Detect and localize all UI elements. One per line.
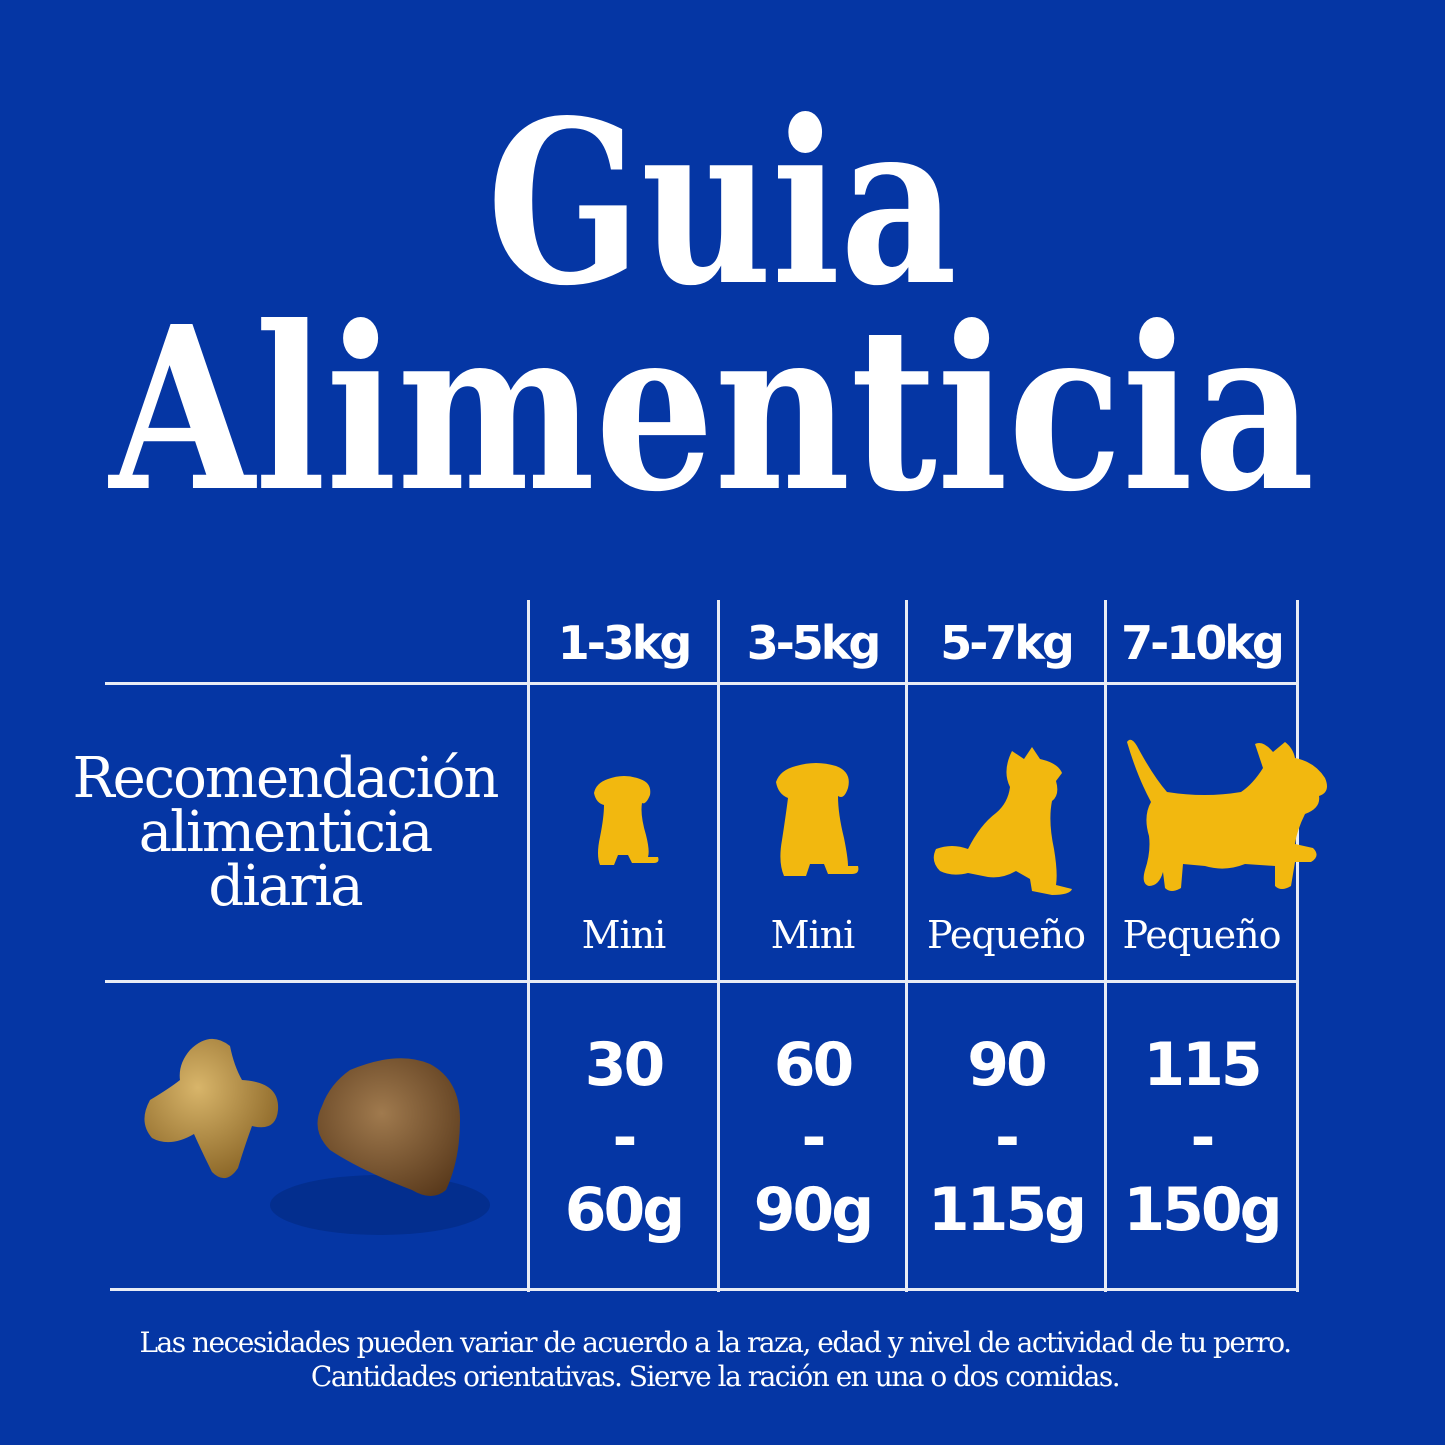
row-label-line: diaria — [208, 854, 363, 919]
puppy-sitting-icon — [776, 763, 859, 876]
amount-separator: - — [612, 1102, 638, 1173]
title-line-1: Guia — [487, 72, 957, 336]
amount-min: 90 — [967, 1030, 1047, 1100]
weight-header: 7-10kg — [1121, 616, 1285, 670]
row-label: Recomendación alimenticia diaria — [60, 746, 510, 919]
size-label: Mini — [581, 913, 667, 957]
weight-header: 5-7kg — [940, 616, 1075, 670]
amount-max: 115g — [927, 1175, 1087, 1245]
weight-header: 3-5kg — [746, 616, 882, 670]
amount-max: 90g — [753, 1175, 874, 1245]
weight-header: 1-3kg — [557, 616, 693, 670]
amount-min: 115 — [1143, 1030, 1262, 1100]
grid-line — [1296, 600, 1299, 1292]
grid-line — [105, 682, 1299, 685]
grid-line — [527, 600, 530, 1292]
amount-cell: 30 - 60g — [530, 1030, 717, 1245]
amount-cell: 115 - 150g — [1107, 1030, 1296, 1245]
row-label-line: Recomendación — [72, 746, 500, 811]
title-line-2: Alimenticia — [108, 278, 1315, 520]
grid-line — [717, 600, 720, 1292]
footnote-line-1: Las necesidades pueden variar de acuerdo… — [139, 1326, 1292, 1359]
dog-sitting-icon — [933, 747, 1072, 895]
amount-min: 60 — [773, 1030, 854, 1100]
size-label: Mini — [770, 913, 856, 957]
amount-min: 30 — [584, 1030, 665, 1100]
kibble-image — [144, 1038, 490, 1235]
grid-line — [905, 600, 908, 1292]
grid-line — [105, 980, 1299, 983]
footnote-line-2: Cantidades orientativas. Sierve la ració… — [310, 1360, 1121, 1393]
amount-separator: - — [1190, 1102, 1216, 1173]
amount-separator: - — [995, 1102, 1020, 1173]
grid-line — [1104, 600, 1107, 1292]
grid-line — [110, 1288, 1299, 1291]
size-label: Pequeño — [1122, 913, 1282, 957]
amount-cell: 90 - 115g — [908, 1030, 1104, 1245]
size-label: Pequeño — [927, 913, 1086, 957]
amount-cell: 60 - 90g — [720, 1030, 905, 1245]
dog-walking-icon — [1127, 739, 1327, 891]
page-title: Guia Alimenticia — [108, 72, 1315, 520]
row-label-line: alimenticia — [138, 800, 434, 865]
puppy-sitting-icon — [594, 776, 659, 865]
amount-max: 60g — [564, 1175, 685, 1245]
amount-separator: - — [801, 1102, 827, 1173]
amount-max: 150g — [1123, 1175, 1282, 1245]
